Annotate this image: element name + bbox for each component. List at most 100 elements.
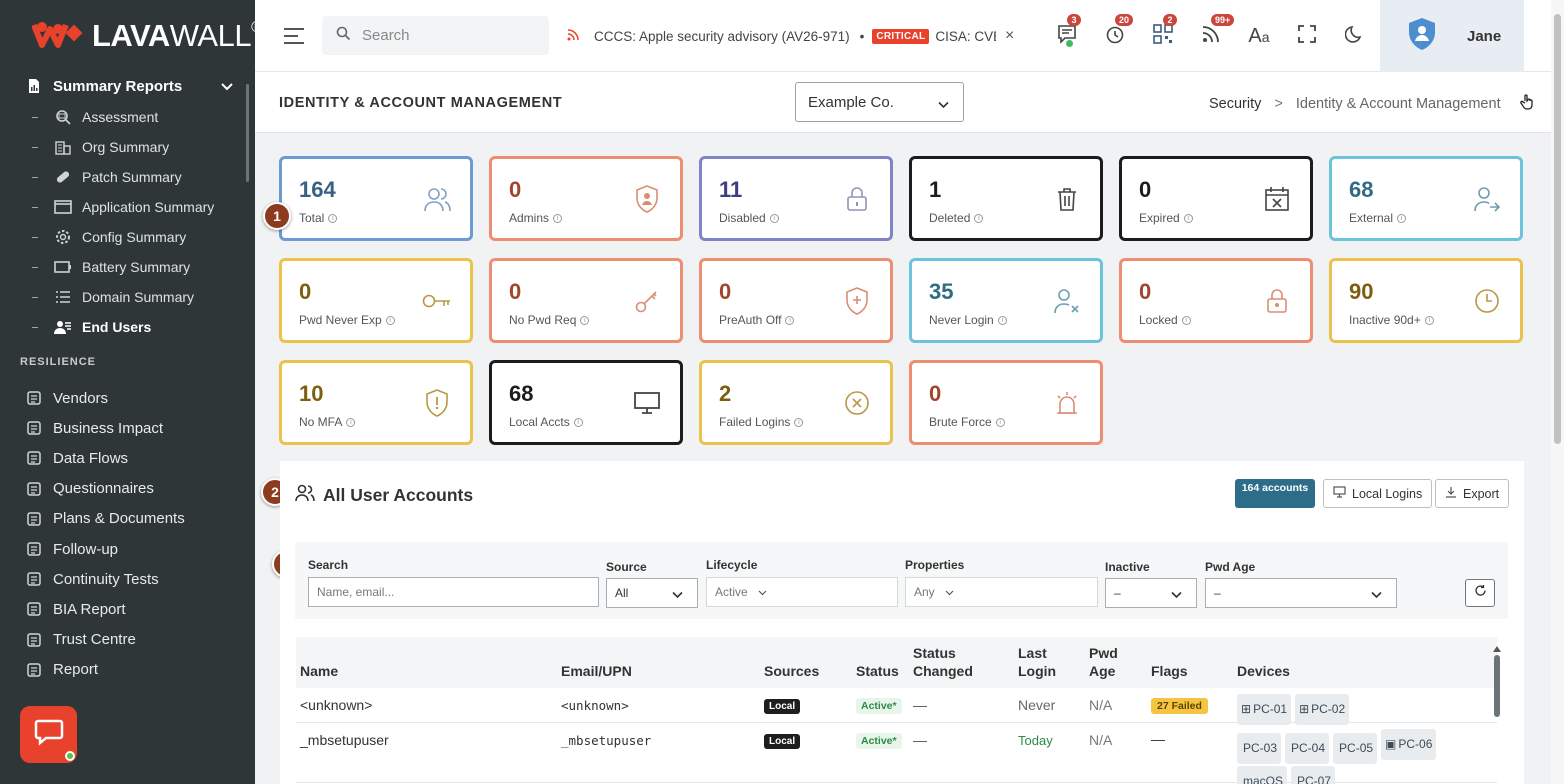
stat-card-failed-logins[interactable]: 2 Failed Logins i <box>699 360 893 445</box>
table-scrollbar-thumb[interactable] <box>1494 655 1500 717</box>
device-chip[interactable]: ⊞ PC-02 <box>1295 694 1350 725</box>
filter-search-input[interactable]: Name, email... <box>308 577 599 607</box>
sidebar-item-business-impact[interactable]: Business Impact <box>25 413 245 443</box>
stat-card-expired[interactable]: 0 Expired i <box>1119 156 1313 241</box>
news-ticker[interactable]: CCCS: Apple security advisory (AV26-971)… <box>566 28 996 45</box>
stat-card-inactive-90d[interactable]: 90 Inactive 90d+ i <box>1329 258 1523 343</box>
refresh-button[interactable] <box>1465 579 1495 607</box>
fullscreen-button[interactable] <box>1283 18 1331 54</box>
info-icon[interactable]: i <box>995 417 1005 427</box>
table-scrollbar[interactable] <box>1493 637 1501 784</box>
sidebar-item-trust-centre[interactable]: Trust Centre <box>25 625 245 655</box>
info-icon[interactable]: i <box>346 417 356 427</box>
info-icon[interactable]: i <box>785 315 795 325</box>
info-icon[interactable]: i <box>1397 213 1407 223</box>
messages-button[interactable]: 3 <box>1043 14 1091 54</box>
stat-card-brute-force[interactable]: 0 Brute Force i <box>909 360 1103 445</box>
sidebar-item-domain-summary[interactable]: Domain Summary <box>26 282 238 312</box>
device-chip[interactable]: PC-07 <box>1291 766 1336 784</box>
cell-name[interactable]: <unknown> <box>300 697 373 713</box>
info-icon[interactable]: i <box>553 213 563 223</box>
stat-card-deleted[interactable]: 1 Deleted i <box>909 156 1103 241</box>
sidebar-item-org-summary[interactable]: Org Summary <box>26 132 238 162</box>
breadcrumb-security[interactable]: Security <box>1209 96 1262 112</box>
filter-pwdage-select[interactable]: – <box>1205 578 1397 608</box>
page-scrollbar-thumb[interactable] <box>1554 14 1561 444</box>
sidebar-item-questionnaires[interactable]: Questionnaires <box>25 474 245 504</box>
filter-properties-select[interactable]: Any <box>905 577 1098 607</box>
stat-card-admins[interactable]: 0 Admins i <box>489 156 683 241</box>
info-icon[interactable]: i <box>1183 213 1193 223</box>
info-icon[interactable]: i <box>385 315 395 325</box>
stat-card-locked[interactable]: 0 Locked i <box>1119 258 1313 343</box>
col-status-changed[interactable]: Status Changed <box>913 644 973 680</box>
sidebar-item-assessment[interactable]: Assessment <box>26 102 238 132</box>
menu-toggle-icon[interactable] <box>284 27 306 50</box>
sidebar-item-bia-report[interactable]: BIA Report <box>25 594 245 624</box>
device-chip[interactable]: ⊞ PC-01 <box>1237 694 1292 725</box>
global-search-input[interactable]: Search <box>322 16 549 55</box>
col-sources[interactable]: Sources <box>764 662 820 679</box>
sidebar-item-vendors[interactable]: Vendors <box>25 383 245 413</box>
col-last-login[interactable]: Last Login <box>1018 644 1056 680</box>
filter-source-select[interactable]: All <box>606 578 698 608</box>
qr-button[interactable]: 2 <box>1139 14 1187 54</box>
table-row[interactable]: _mbsetupuser _mbsetupuser Local Active* — Tod… <box>296 723 1497 784</box>
stat-card-local-accts[interactable]: 68 Local Accts i <box>489 360 683 445</box>
info-icon[interactable]: i <box>580 315 590 325</box>
stat-card-external[interactable]: 68 External i <box>1329 156 1523 241</box>
filter-inactive-select[interactable]: – <box>1105 578 1197 608</box>
device-chip[interactable]: PC-03 <box>1237 732 1282 764</box>
stat-card-total[interactable]: 164 Total i <box>279 156 473 241</box>
info-icon[interactable]: i <box>769 213 779 223</box>
stat-card-no-pwd-req[interactable]: 0 No Pwd Req i <box>489 258 683 343</box>
info-icon[interactable]: i <box>328 213 338 223</box>
stat-card-disabled[interactable]: 11 Disabled i <box>699 156 893 241</box>
stat-card-no-mfa[interactable]: 10 No MFA i <box>279 360 473 445</box>
filter-lifecycle-select[interactable]: Active <box>706 577 898 607</box>
col-devices[interactable]: Devices <box>1237 662 1290 679</box>
ticker-item[interactable]: CCCS: Apple security advisory (AV26-971) <box>594 29 850 44</box>
info-icon[interactable]: i <box>1424 315 1434 325</box>
sidebar-item-application-summary[interactable]: Application Summary <box>26 192 238 222</box>
ticker-close-button[interactable]: × <box>1005 27 1015 44</box>
info-icon[interactable]: i <box>974 213 984 223</box>
col-status[interactable]: Status <box>856 662 899 679</box>
col-pwd-age[interactable]: Pwd Age <box>1089 644 1118 680</box>
sidebar-item-plans-documents[interactable]: Plans & Documents <box>25 504 245 534</box>
device-chip[interactable]: macOS <box>1237 766 1288 784</box>
info-icon[interactable]: i <box>997 315 1007 325</box>
alerts-button[interactable]: 20 <box>1091 14 1139 54</box>
sidebar-item-follow-up[interactable]: Follow-up <box>25 534 245 564</box>
sidebar-item-end-users[interactable]: End Users <box>26 312 238 342</box>
brand-logo[interactable]: LAVAWALL® <box>31 18 263 54</box>
stat-card-pwd-never-exp[interactable]: 0 Pwd Never Exp i <box>279 258 473 343</box>
local-logins-button[interactable]: Local Logins <box>1323 479 1433 508</box>
device-chip[interactable]: ▣ PC-06 <box>1381 729 1437 760</box>
sidebar-item-data-flows[interactable]: Data Flows <box>25 443 245 473</box>
info-icon[interactable]: i <box>1181 315 1191 325</box>
device-chip[interactable]: PC-05 <box>1333 732 1378 764</box>
stat-card-never-login[interactable]: 35 Never Login i <box>909 258 1103 343</box>
table-row[interactable]: <unknown> <unknown> Local Active* — Never N/A 2… <box>296 688 1497 725</box>
company-select[interactable]: Example Co. <box>795 82 964 122</box>
col-flags[interactable]: Flags <box>1151 662 1188 679</box>
chat-button[interactable] <box>20 706 77 763</box>
sidebar-item-battery-summary[interactable]: Battery Summary <box>26 252 238 282</box>
export-button[interactable]: Export <box>1435 479 1510 508</box>
info-icon[interactable]: i <box>794 417 804 427</box>
font-size-button[interactable]: Aa <box>1235 18 1283 54</box>
feeds-button[interactable]: 99+ <box>1187 14 1235 54</box>
sidebar-item-config-summary[interactable]: Config Summary <box>26 222 238 252</box>
sidebar-item-patch-summary[interactable]: Patch Summary <box>26 162 238 192</box>
cell-name[interactable]: _mbsetupuser <box>300 732 389 748</box>
dark-mode-button[interactable] <box>1331 18 1379 54</box>
page-scrollbar[interactable] <box>1551 0 1564 784</box>
col-email[interactable]: Email/UPN <box>561 662 632 679</box>
info-icon[interactable]: i <box>573 417 583 427</box>
summary-reports-toggle[interactable]: Summary Reports <box>26 75 238 97</box>
sidebar-item-report[interactable]: Report <box>25 655 245 685</box>
device-chip[interactable]: PC-04 <box>1285 732 1330 764</box>
col-name[interactable]: Name <box>300 662 339 679</box>
ticker-item-2[interactable]: CISA: CVE- <box>935 29 996 44</box>
